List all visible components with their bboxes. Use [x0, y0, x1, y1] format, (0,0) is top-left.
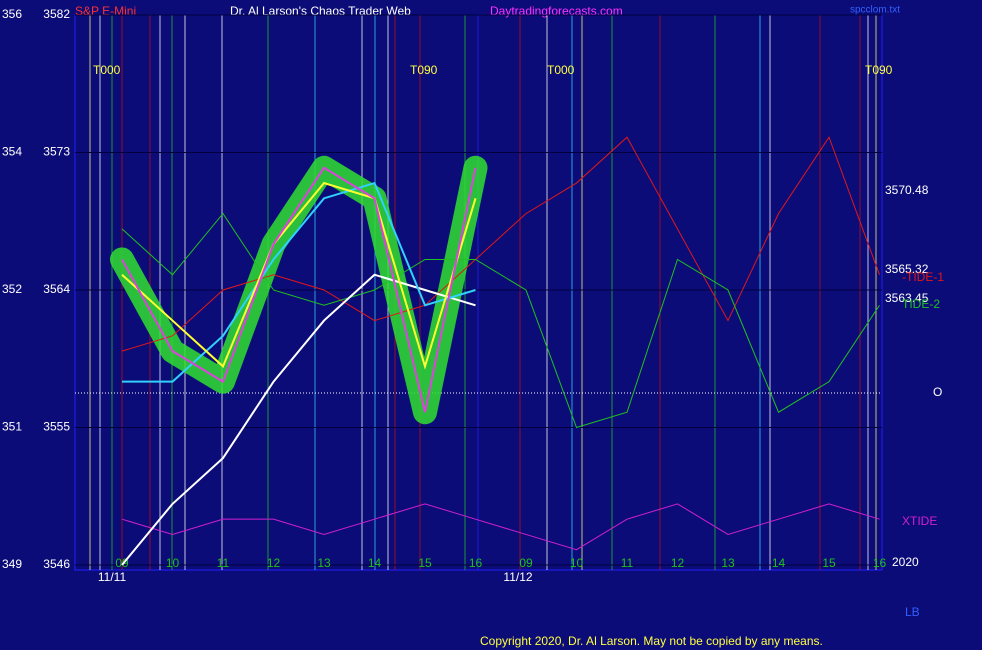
- legend-label: TIDE-2: [902, 297, 940, 311]
- y-tick-label: 3564: [43, 282, 70, 296]
- x-tick-label: 10: [570, 556, 584, 570]
- date-label: 11/12: [503, 570, 532, 584]
- website: Daytradingforecasts.com: [490, 4, 623, 18]
- right-text: LB: [905, 605, 920, 619]
- x-tick-label: 15: [822, 556, 836, 570]
- y-tick-label: 3582: [43, 7, 70, 21]
- x-tick-label: 16: [873, 556, 887, 570]
- right-value: 3565.32: [885, 262, 929, 276]
- series-line: [121, 212, 880, 429]
- x-tick-label: 12: [671, 556, 685, 570]
- x-tick-label: 14: [368, 556, 382, 570]
- y-tick-label: 3573: [43, 145, 70, 159]
- x-tick-label: 10: [166, 556, 180, 570]
- marker-label: T090: [865, 63, 893, 77]
- x-tick-label: 11: [217, 556, 230, 570]
- instrument: S&P E-Mini: [75, 4, 136, 18]
- left-scale-label: 351: [2, 420, 22, 434]
- copyright: Copyright 2020, Dr. Al Larson. May not b…: [480, 634, 823, 648]
- left-scale-label: 354: [2, 145, 22, 159]
- date-label: 11/11: [98, 570, 127, 584]
- right-value: 3563.45: [885, 291, 929, 305]
- chart-title: Dr. Al Larson's Chaos Trader Web: [230, 4, 411, 18]
- series-line: [121, 503, 880, 551]
- left-scale-label: 356: [2, 7, 22, 21]
- series-line: [122, 181, 476, 383]
- left-scale-label: 349: [2, 557, 22, 571]
- right-text: 2020: [892, 555, 919, 569]
- file-name: spcclom.txt: [850, 5, 900, 16]
- marker-label: T000: [93, 63, 121, 77]
- series-line: [121, 166, 477, 413]
- marker-label: T090: [410, 63, 438, 77]
- right-text: O: [933, 385, 942, 399]
- series-line: [121, 181, 477, 370]
- x-tick-label: 13: [317, 556, 331, 570]
- x-tick-label: 16: [469, 556, 483, 570]
- x-tick-label: 13: [721, 556, 735, 570]
- y-tick-label: 3555: [43, 420, 70, 434]
- x-tick-label: 11: [621, 556, 634, 570]
- marker-label: T000: [547, 63, 575, 77]
- left-scale-label: 352: [2, 282, 22, 296]
- legend-label: -TIDE-1: [902, 270, 944, 284]
- right-value: 3570.48: [885, 183, 929, 197]
- series-line: [121, 136, 880, 352]
- x-tick-label: 09: [519, 556, 533, 570]
- y-tick-label: 3546: [43, 557, 70, 571]
- x-tick-label: 12: [267, 556, 281, 570]
- legend-label: XTIDE: [902, 514, 937, 528]
- x-tick-label: 14: [772, 556, 786, 570]
- x-tick-label: 15: [418, 556, 432, 570]
